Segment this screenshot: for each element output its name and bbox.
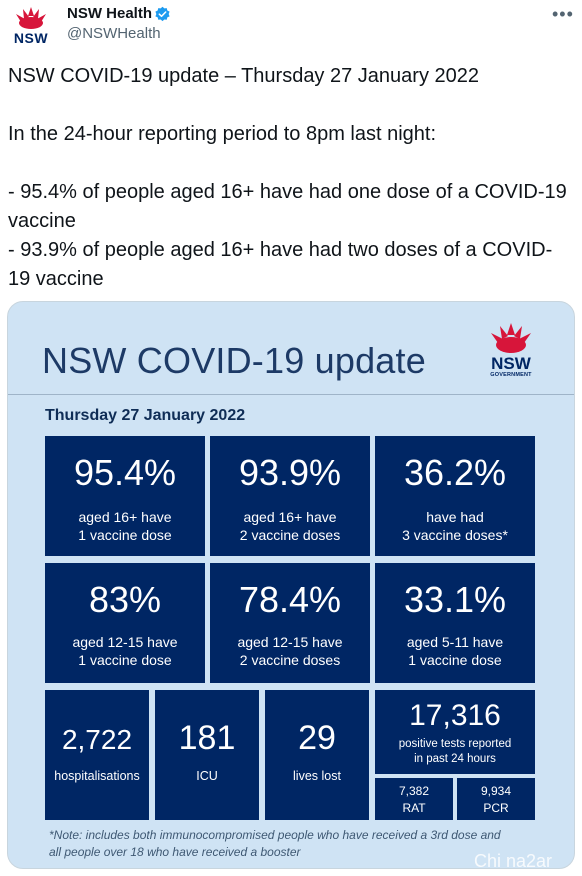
positive-tests-label: in past 24 hours bbox=[414, 753, 496, 765]
stat-value: 83% bbox=[88, 579, 162, 620]
stat-tile: 83% aged 12-15 have 1 vaccine dose bbox=[45, 563, 205, 683]
icu-value: 181 bbox=[178, 719, 236, 757]
positive-tests-value: 17,316 bbox=[409, 699, 501, 732]
footnote-line: all people over 18 who have received a b… bbox=[49, 845, 301, 859]
stat-tile: 78.4% aged 12-15 have 2 vaccine doses bbox=[210, 563, 370, 683]
logo-nsw-text: NSW bbox=[491, 354, 531, 373]
tweet-line: In the 24-hour reporting period to 8pm l… bbox=[8, 123, 437, 145]
stat-label: aged 16+ have bbox=[78, 509, 172, 525]
tweet-line: NSW COVID-19 update – Thursday 27 Januar… bbox=[8, 65, 479, 87]
icu-tile: 181 ICU bbox=[155, 690, 259, 820]
stat-value: 95.4% bbox=[73, 452, 177, 493]
author-avatar[interactable]: NSW bbox=[10, 6, 52, 46]
nsw-government-logo: NSW GOVERNMENT bbox=[484, 322, 538, 382]
stat-tile: 93.9% aged 16+ have 2 vaccine doses bbox=[210, 436, 370, 556]
stat-label: 3 vaccine doses* bbox=[402, 527, 508, 543]
lives-lost-tile: 29 lives lost bbox=[265, 690, 369, 820]
tweet-header: NSW NSW Health @NSWHealth ••• bbox=[0, 0, 582, 56]
pcr-tile: 9,934 PCR bbox=[457, 778, 535, 820]
stat-label: 2 vaccine doses bbox=[239, 652, 341, 668]
stat-label: 2 vaccine doses bbox=[239, 527, 341, 543]
stat-value: 78.4% bbox=[238, 579, 342, 620]
positive-tests-label: positive tests reported bbox=[398, 738, 512, 750]
logo-government-text: GOVERNMENT bbox=[490, 372, 532, 378]
stat-tile: 36.2% have had 3 vaccine doses* bbox=[375, 436, 535, 556]
rat-value: 7,382 bbox=[398, 784, 430, 798]
stat-label: aged 12-15 have bbox=[72, 634, 178, 650]
rat-label: RAT bbox=[402, 801, 426, 815]
stat-tile: 33.1% aged 5-11 have 1 vaccine dose bbox=[375, 563, 535, 683]
icu-label: ICU bbox=[196, 769, 218, 783]
stat-label: aged 12-15 have bbox=[237, 634, 343, 650]
positive-tests-tile: 17,316 positive tests reported in past 2… bbox=[375, 690, 535, 774]
more-options-icon[interactable]: ••• bbox=[552, 4, 574, 24]
stat-label: 1 vaccine dose bbox=[78, 527, 172, 543]
avatar-logo-text: NSW bbox=[13, 30, 49, 46]
card-date: Thursday 27 January 2022 bbox=[45, 407, 246, 424]
tweet-image[interactable]: NSW COVID-19 update NSW GOVERNMENT Thurs… bbox=[7, 301, 575, 869]
stat-label: 1 vaccine dose bbox=[408, 652, 502, 668]
author-handle[interactable]: @NSWHealth bbox=[67, 25, 161, 42]
pcr-label: PCR bbox=[483, 801, 509, 815]
stat-value: 33.1% bbox=[403, 579, 507, 620]
lives-lost-value: 29 bbox=[298, 719, 336, 757]
hospitalisations-label: hospitalisations bbox=[54, 769, 140, 783]
footnote: *Note: includes both immunocompromised p… bbox=[49, 827, 549, 861]
tweet-line: - 93.9% of people aged 16+ have had two … bbox=[8, 239, 553, 290]
hospitalisations-value: 2,722 bbox=[61, 724, 133, 755]
card-title: NSW COVID-19 update bbox=[42, 340, 426, 381]
waratah-logo-icon bbox=[16, 7, 46, 29]
waratah-logo-icon bbox=[491, 323, 531, 353]
stat-label: have had bbox=[426, 509, 484, 525]
stat-label: aged 5-11 have bbox=[406, 634, 504, 650]
stat-label: 1 vaccine dose bbox=[78, 652, 172, 668]
author-display-name[interactable]: NSW Health bbox=[67, 5, 153, 22]
stat-value: 36.2% bbox=[403, 452, 507, 493]
hospitalisations-tile: 2,722 hospitalisations bbox=[45, 690, 149, 820]
footnote-line: *Note: includes both immunocompromised p… bbox=[49, 828, 501, 842]
watermark: Chi na2ar bbox=[474, 851, 553, 871]
stat-tile: 95.4% aged 16+ have 1 vaccine dose bbox=[45, 436, 205, 556]
pcr-value: 9,934 bbox=[480, 784, 512, 798]
tweet-text: NSW COVID-19 update – Thursday 27 Januar… bbox=[8, 62, 574, 294]
verified-badge-icon bbox=[155, 6, 170, 22]
stat-value: 93.9% bbox=[238, 452, 342, 493]
stat-label: aged 16+ have bbox=[243, 509, 337, 525]
card-divider bbox=[8, 394, 574, 395]
tweet-line: - 95.4% of people aged 16+ have had one … bbox=[8, 181, 567, 232]
rat-tile: 7,382 RAT bbox=[375, 778, 453, 820]
lives-lost-label: lives lost bbox=[293, 769, 341, 783]
